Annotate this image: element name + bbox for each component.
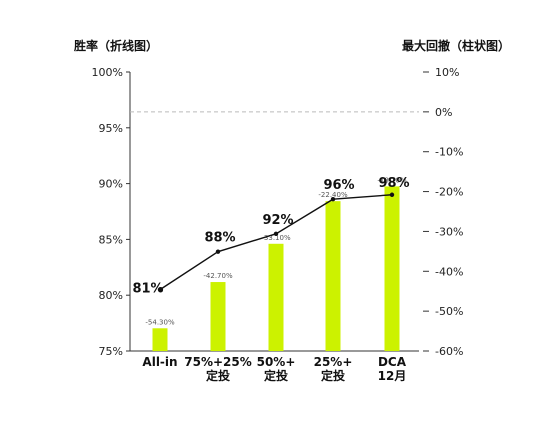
category-label: 50%+ bbox=[257, 355, 296, 369]
bar bbox=[268, 243, 284, 351]
category-label: All-in bbox=[142, 355, 177, 369]
left-tick-label: 100% bbox=[92, 66, 123, 79]
line-point bbox=[215, 249, 221, 254]
bar bbox=[210, 282, 226, 351]
bar-data-label: -22.40% bbox=[318, 191, 348, 199]
bar-data-label: -18.70% bbox=[377, 176, 407, 184]
bar-data-label: -42.70% bbox=[203, 272, 233, 280]
bar bbox=[152, 328, 168, 351]
right-tick-label: -10% bbox=[435, 146, 463, 159]
line-data-label: 88% bbox=[204, 231, 235, 246]
line-data-label: 96% bbox=[323, 178, 354, 193]
left-tick-label: 75% bbox=[99, 345, 123, 358]
left-tick-label: 95% bbox=[99, 122, 123, 135]
line-data-label: 81% bbox=[132, 282, 163, 297]
line-point bbox=[157, 287, 163, 292]
category-label: 定投 bbox=[264, 368, 288, 383]
bar-data-label: -33.10% bbox=[261, 234, 291, 242]
bar bbox=[384, 186, 400, 351]
line-data-label: 92% bbox=[262, 213, 293, 228]
left-tick-label: 90% bbox=[99, 178, 123, 191]
right-axis-title: 最大回撤（柱状图） bbox=[402, 38, 510, 53]
category-label: 定投 bbox=[321, 368, 345, 383]
right-tick-label: -50% bbox=[435, 305, 463, 318]
right-tick-label: 0% bbox=[435, 106, 452, 119]
right-tick-label: -20% bbox=[435, 186, 463, 199]
line-data-label: 98% bbox=[378, 176, 409, 191]
right-tick-label: -60% bbox=[435, 345, 463, 358]
category-label: 25%+ bbox=[314, 355, 353, 369]
left-tick-label: 80% bbox=[99, 289, 123, 302]
line-point bbox=[330, 197, 336, 202]
bar-data-label: -54.30% bbox=[145, 318, 175, 326]
right-tick-label: 10% bbox=[435, 66, 459, 79]
category-label: 75%+25% bbox=[184, 355, 252, 369]
right-tick-label: -40% bbox=[435, 265, 463, 278]
right-tick-label: -30% bbox=[435, 225, 463, 238]
category-label: DCA bbox=[378, 355, 407, 369]
category-label: 12月 bbox=[378, 369, 407, 383]
line-point bbox=[389, 192, 395, 197]
bar bbox=[325, 201, 341, 351]
line-point bbox=[273, 231, 279, 237]
left-tick-label: 85% bbox=[99, 233, 123, 246]
category-label: 定投 bbox=[206, 368, 230, 383]
left-axis-title: 胜率（折线图） bbox=[74, 38, 158, 53]
